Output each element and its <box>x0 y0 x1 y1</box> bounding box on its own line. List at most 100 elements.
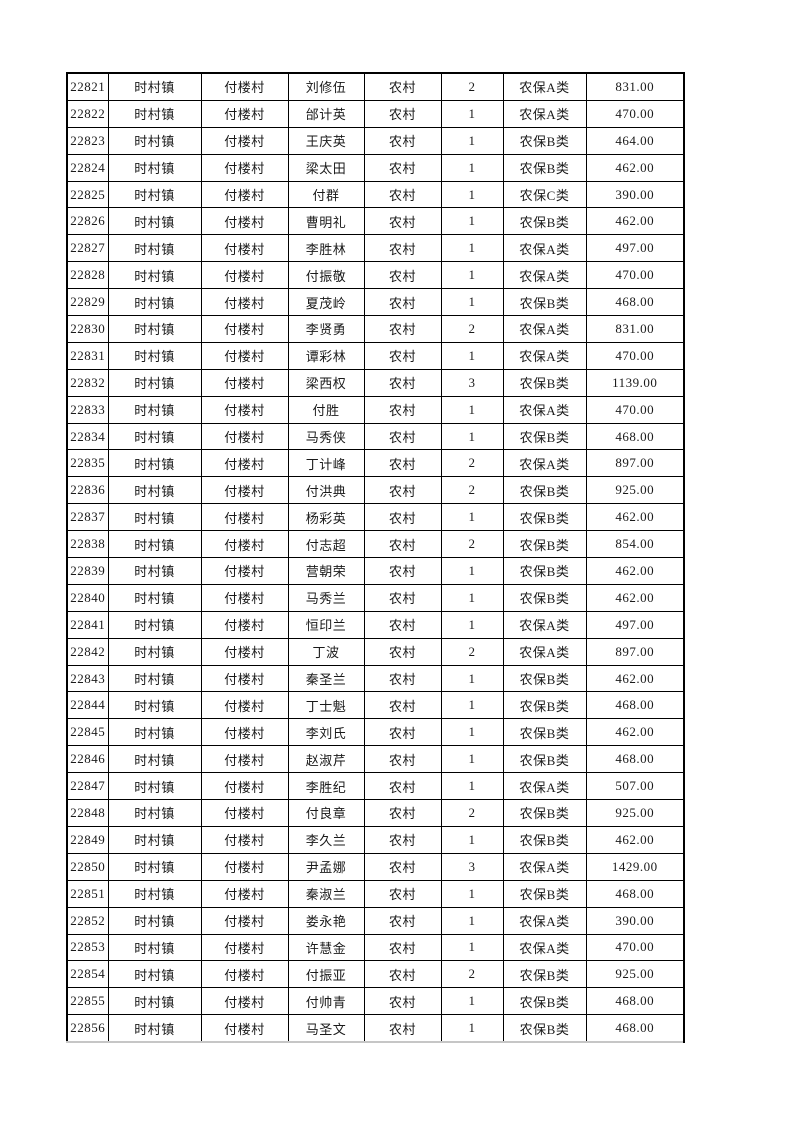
cell-person-name: 李贤勇 <box>287 315 365 343</box>
table-row: 22849 时村镇 付楼村 李久兰 农村 1 农保B类 462.00 <box>66 825 685 854</box>
cell-person-name: 杨彩英 <box>287 503 365 532</box>
cell-household-type: 农村 <box>363 664 442 693</box>
cell-town: 时村镇 <box>107 664 202 693</box>
cell-person-name: 邰计英 <box>287 99 365 128</box>
table-row: 22844 时村镇 付楼村 丁士魁 农村 1 农保B类 468.00 <box>66 691 685 720</box>
cell-person-name: 付振亚 <box>287 960 365 989</box>
cell-household-type: 农村 <box>363 288 442 317</box>
cell-person-count: 2 <box>440 637 504 666</box>
cell-village: 付楼村 <box>200 72 289 101</box>
cell-person-name: 李刘氏 <box>287 718 365 747</box>
cell-household-type: 农村 <box>363 503 442 532</box>
cell-person-name: 李久兰 <box>287 825 365 854</box>
cell-town: 时村镇 <box>107 879 202 908</box>
table-row: 22839 时村镇 付楼村 营朝荣 农村 1 农保B类 462.00 <box>66 557 685 585</box>
cell-person-name: 丁士魁 <box>287 691 365 720</box>
cell-insurance-class: 农保B类 <box>502 207 587 236</box>
cell-household-type: 农村 <box>363 799 442 827</box>
cell-town: 时村镇 <box>107 126 202 155</box>
cell-serial-number: 22853 <box>66 933 109 962</box>
table-row: 22856 时村镇 付楼村 马圣文 农村 1 农保B类 468.00 <box>66 1014 685 1043</box>
table-row: 22824 时村镇 付楼村 梁太田 农村 1 农保B类 462.00 <box>66 153 685 182</box>
cell-household-type: 农村 <box>363 960 442 989</box>
cell-household-type: 农村 <box>363 422 442 451</box>
cell-town: 时村镇 <box>107 691 202 720</box>
table-row: 22823 时村镇 付楼村 王庆英 农村 1 农保B类 464.00 <box>66 126 685 155</box>
cell-town: 时村镇 <box>107 583 202 612</box>
cell-person-count: 1 <box>440 395 504 424</box>
cell-amount: 497.00 <box>585 234 685 263</box>
cell-person-name: 刘修伍 <box>287 72 365 101</box>
cell-serial-number: 22844 <box>66 691 109 720</box>
cell-serial-number: 22828 <box>66 261 109 290</box>
cell-village: 付楼村 <box>200 234 289 263</box>
cell-household-type: 农村 <box>363 987 442 1016</box>
table-row: 22837 时村镇 付楼村 杨彩英 农村 1 农保B类 462.00 <box>66 503 685 532</box>
cell-village: 付楼村 <box>200 664 289 693</box>
cell-village: 付楼村 <box>200 691 289 720</box>
cell-insurance-class: 农保B类 <box>502 476 587 505</box>
cell-insurance-class: 农保B类 <box>502 368 587 397</box>
cell-household-type: 农村 <box>363 530 442 559</box>
cell-household-type: 农村 <box>363 610 442 639</box>
cell-village: 付楼村 <box>200 745 289 774</box>
cell-town: 时村镇 <box>107 503 202 532</box>
cell-household-type: 农村 <box>363 315 442 343</box>
cell-amount: 462.00 <box>585 153 685 182</box>
cell-amount: 462.00 <box>585 503 685 532</box>
table-row: 22831 时村镇 付楼村 谭彩林 农村 1 农保A类 470.00 <box>66 341 685 370</box>
cell-insurance-class: 农保B类 <box>502 879 587 908</box>
cell-person-name: 李胜纪 <box>287 772 365 801</box>
cell-household-type: 农村 <box>363 852 442 881</box>
cell-person-name: 赵淑芹 <box>287 745 365 774</box>
cell-household-type: 农村 <box>363 72 442 101</box>
cell-amount: 462.00 <box>585 664 685 693</box>
cell-town: 时村镇 <box>107 153 202 182</box>
cell-amount: 507.00 <box>585 772 685 801</box>
cell-person-name: 付良章 <box>287 799 365 827</box>
cell-person-count: 2 <box>440 960 504 989</box>
cell-amount: 897.00 <box>585 637 685 666</box>
cell-town: 时村镇 <box>107 368 202 397</box>
cell-household-type: 农村 <box>363 341 442 370</box>
cell-town: 时村镇 <box>107 476 202 505</box>
cell-amount: 468.00 <box>585 422 685 451</box>
cell-household-type: 农村 <box>363 637 442 666</box>
cell-village: 付楼村 <box>200 503 289 532</box>
cell-person-name: 梁西权 <box>287 368 365 397</box>
cell-amount: 831.00 <box>585 72 685 101</box>
cell-person-name: 付洪典 <box>287 476 365 505</box>
cell-household-type: 农村 <box>363 234 442 263</box>
cell-insurance-class: 农保B类 <box>502 664 587 693</box>
cell-village: 付楼村 <box>200 799 289 827</box>
cell-amount: 468.00 <box>585 879 685 908</box>
cell-town: 时村镇 <box>107 99 202 128</box>
cell-village: 付楼村 <box>200 530 289 559</box>
cell-serial-number: 22854 <box>66 960 109 989</box>
cell-town: 时村镇 <box>107 610 202 639</box>
table-row: 22854 时村镇 付楼村 付振亚 农村 2 农保B类 925.00 <box>66 960 685 989</box>
cell-village: 付楼村 <box>200 368 289 397</box>
cell-insurance-class: 农保A类 <box>502 772 587 801</box>
cell-serial-number: 22830 <box>66 315 109 343</box>
cell-serial-number: 22825 <box>66 180 109 209</box>
cell-person-name: 付帅青 <box>287 987 365 1016</box>
cell-insurance-class: 农保B类 <box>502 745 587 774</box>
cell-person-name: 付振敬 <box>287 261 365 290</box>
cell-person-count: 1 <box>440 288 504 317</box>
cell-amount: 468.00 <box>585 691 685 720</box>
cell-village: 付楼村 <box>200 180 289 209</box>
cell-town: 时村镇 <box>107 422 202 451</box>
page-break-next-row-sliver <box>66 1041 683 1043</box>
cell-village: 付楼村 <box>200 153 289 182</box>
cell-household-type: 农村 <box>363 691 442 720</box>
table-row: 22846 时村镇 付楼村 赵淑芹 农村 1 农保B类 468.00 <box>66 745 685 774</box>
cell-insurance-class: 农保C类 <box>502 180 587 209</box>
cell-person-count: 1 <box>440 503 504 532</box>
cell-household-type: 农村 <box>363 825 442 854</box>
table-row: 22826 时村镇 付楼村 曹明礼 农村 1 农保B类 462.00 <box>66 207 685 236</box>
cell-village: 付楼村 <box>200 395 289 424</box>
cell-household-type: 农村 <box>363 906 442 935</box>
cell-person-count: 1 <box>440 987 504 1016</box>
cell-person-count: 1 <box>440 825 504 854</box>
